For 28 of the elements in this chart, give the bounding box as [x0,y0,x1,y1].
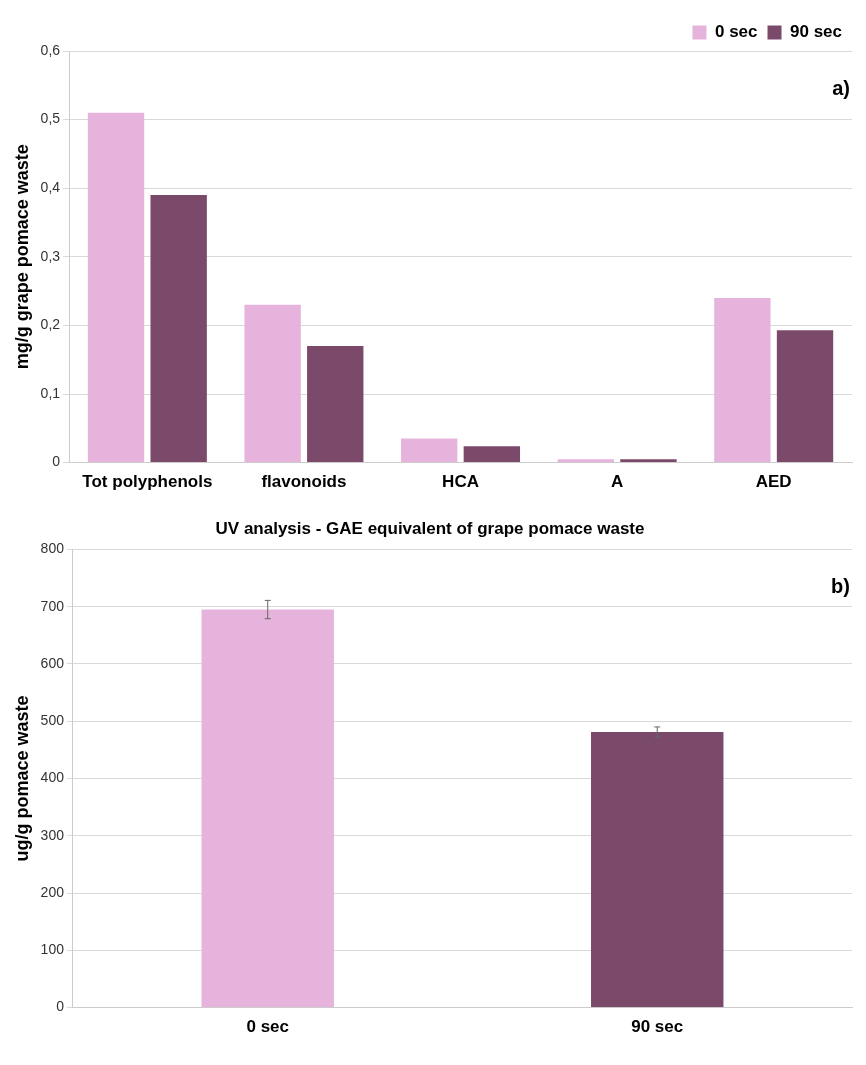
y-tick-label: 0,2 [40,316,61,333]
x-tick-label: Tot polyphenols [82,472,213,492]
y-tick-label: 500 [40,712,65,729]
x-tick-label: AED [755,472,792,492]
y-axis-title: mg/g grape pomace waste [11,144,32,370]
y-axis-title: ug/g pomace waste [11,695,32,862]
y-tick-label: 700 [40,597,65,614]
y-tick-label: 300 [40,826,65,843]
legend-label: 0 sec [714,22,758,42]
y-tick-label: 0,6 [40,41,61,58]
y-tick-label: 0,5 [40,110,61,127]
x-tick-label: flavonoids [261,472,347,492]
y-tick-label: 400 [40,769,65,786]
x-tick-label: A [610,472,624,492]
y-tick-label: 800 [40,540,65,557]
y-tick-label: 600 [40,654,65,671]
y-tick-label: 0 [56,998,65,1015]
legend-label: 90 sec [790,22,842,42]
annotation: a) [832,76,850,99]
y-tick-label: 0,4 [40,179,61,196]
y-tick-label: 0 [52,453,61,470]
y-tick-label: 200 [40,883,65,900]
annotation: b) [831,574,850,597]
y-tick-label: 100 [40,941,65,958]
y-tick-label: 0,1 [40,384,61,401]
y-tick-label: 0,3 [40,247,61,264]
x-tick-label: HCA [442,472,479,492]
chart-title: UV analysis - GAE equivalent of grape pomace waste [215,518,645,538]
